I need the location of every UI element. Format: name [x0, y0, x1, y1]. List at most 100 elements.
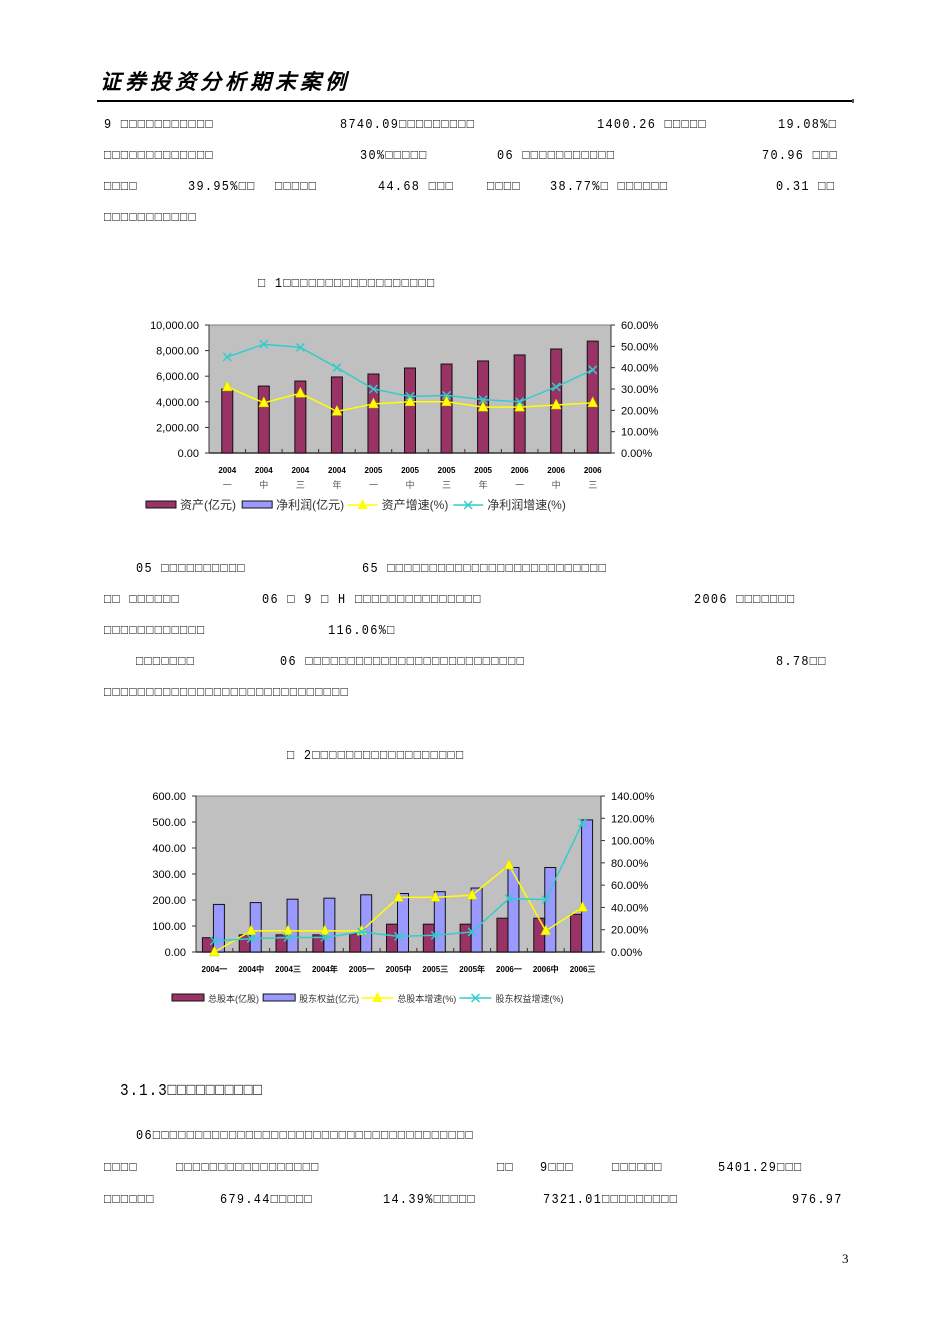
svg-text:0.00: 0.00: [165, 947, 186, 959]
text-run: □□□□: [104, 1161, 138, 1176]
svg-text:0.00%: 0.00%: [611, 947, 642, 959]
svg-text:资产(亿元): 资产(亿元): [180, 497, 236, 512]
svg-text:30.00%: 30.00%: [621, 384, 659, 396]
svg-text:2006三: 2006三: [570, 965, 596, 974]
svg-text:2005: 2005: [401, 466, 419, 475]
svg-text:100.00: 100.00: [152, 921, 186, 933]
text-run: 9 □□□□□□□□□□□: [104, 118, 214, 133]
text-run: □□□□□□□□□□□□: [104, 624, 206, 639]
svg-text:600.00: 600.00: [152, 791, 186, 803]
svg-text:10,000.00: 10,000.00: [150, 320, 199, 332]
svg-text:股东权益(亿元): 股东权益(亿元): [299, 993, 359, 1004]
svg-text:40.00%: 40.00%: [611, 902, 649, 914]
svg-text:2006: 2006: [584, 466, 602, 475]
svg-text:2005三: 2005三: [422, 965, 448, 974]
svg-text:三: 三: [442, 480, 451, 490]
svg-text:2004: 2004: [218, 466, 236, 475]
svg-text:年: 年: [479, 479, 488, 490]
svg-text:净利润(亿元): 净利润(亿元): [276, 497, 344, 512]
svg-text:10.00%: 10.00%: [621, 427, 659, 439]
text-run: □□ □□□□□□: [104, 593, 181, 608]
svg-text:2004: 2004: [255, 466, 273, 475]
svg-text:50.00%: 50.00%: [621, 341, 659, 353]
text-run: 05 □□□□□□□□□□: [136, 562, 246, 577]
page-number: 3: [842, 1251, 849, 1266]
header-rule-mark: [852, 99, 854, 103]
text-run: 9□□□: [540, 1161, 574, 1176]
svg-text:一: 一: [369, 480, 378, 490]
text-run: 8.78□□: [776, 655, 827, 670]
text-run: 1400.26 □□□□□: [597, 118, 707, 133]
text-run: 19.08%□: [778, 118, 838, 133]
text-run: □□□□□□□□□□□: [104, 211, 197, 226]
svg-text:资产增速(%): 资产增速(%): [382, 498, 449, 512]
svg-text:8,000.00: 8,000.00: [156, 346, 199, 358]
svg-text:2,000.00: 2,000.00: [156, 422, 199, 434]
svg-text:三: 三: [296, 480, 305, 490]
svg-text:60.00%: 60.00%: [611, 880, 649, 892]
svg-text:2004一: 2004一: [202, 965, 228, 974]
svg-text:中: 中: [405, 479, 414, 490]
text-run: 44.68 □□□: [378, 180, 455, 195]
document-header-title: 证券投资分析期末案例: [100, 69, 350, 94]
text-run: 39.95%□□: [188, 180, 256, 195]
svg-text:2004中: 2004中: [238, 964, 264, 974]
svg-text:80.00%: 80.00%: [611, 858, 649, 870]
text-run: □□□□: [487, 180, 521, 195]
svg-text:一: 一: [515, 480, 524, 490]
text-run: □□□□□□□□□□□□□: [104, 149, 214, 164]
svg-text:6,000.00: 6,000.00: [156, 371, 199, 383]
svg-text:2004: 2004: [291, 466, 309, 475]
svg-text:中: 中: [259, 479, 268, 490]
text-run: 116.06%□: [328, 624, 396, 639]
svg-text:100.00%: 100.00%: [611, 836, 655, 848]
svg-text:总股本(亿股): 总股本(亿股): [208, 993, 259, 1004]
section-heading-3-1-3: 3.1.3□□□□□□□□□□: [120, 1082, 263, 1101]
text-run: 679.44□□□□□: [220, 1193, 313, 1208]
chart-1-assets-profit: 0.00 2,000.00 4,000.00 6,000.00 8,000.00 10,0…: [145, 320, 659, 512]
text-run: □□□□□: [275, 180, 318, 195]
text-run: 5401.29□□□: [718, 1161, 803, 1176]
svg-text:60.00%: 60.00%: [621, 320, 659, 332]
svg-text:净利润增速(%): 净利润增速(%): [487, 498, 566, 512]
text-run: 06□□□□□□□□□□□□□□□□□□□□□□□□□□□□□□□□□□□□□□: [136, 1129, 474, 1144]
svg-text:2006: 2006: [511, 466, 529, 475]
text-run: 8740.09□□□□□□□□□: [340, 118, 476, 133]
svg-text:20.00%: 20.00%: [611, 925, 649, 937]
svg-text:200.00: 200.00: [152, 895, 186, 907]
svg-text:2005年: 2005年: [459, 964, 485, 974]
text-run: 70.96 □□□: [762, 149, 839, 164]
figure-1-caption: □ 1□□□□□□□□□□□□□□□□□□: [258, 277, 436, 292]
text-run: □□□□□□□□□□□□□□□□□: [176, 1161, 320, 1176]
text-run: 38.77%□ □□□□□□: [550, 180, 669, 195]
svg-text:2005: 2005: [365, 466, 383, 475]
svg-text:2006中: 2006中: [533, 964, 559, 974]
svg-text:20.00%: 20.00%: [621, 405, 659, 417]
text-run: 65 □□□□□□□□□□□□□□□□□□□□□□□□□□: [362, 562, 608, 577]
svg-text:年: 年: [332, 479, 341, 490]
svg-text:400.00: 400.00: [152, 843, 186, 855]
text-run: 976.97: [792, 1193, 843, 1208]
svg-text:0.00%: 0.00%: [621, 448, 652, 460]
text-run: □□: [497, 1161, 514, 1176]
svg-text:2004三: 2004三: [275, 965, 301, 974]
text-run: □□□□□□: [612, 1161, 663, 1176]
text-run: □□□□□□□□□□□□□□□□□□□□□□□□□□□□□: [104, 686, 350, 701]
svg-text:4,000.00: 4,000.00: [156, 397, 199, 409]
text-run: □□□□: [104, 180, 138, 195]
chart-2-shares-equity: 0.00 100.00 200.00 300.00 400.00 500.00 600.00…: [152, 791, 655, 1004]
text-run: 06 □ 9 □ H □□□□□□□□□□□□□□□: [262, 593, 482, 608]
svg-text:500.00: 500.00: [152, 817, 186, 829]
svg-text:一: 一: [223, 480, 232, 490]
header-rule: [97, 100, 852, 102]
svg-text:总股本增速(%): 总股本增速(%): [397, 993, 456, 1004]
svg-text:300.00: 300.00: [152, 869, 186, 881]
text-run: 06 □□□□□□□□□□□□□□□□□□□□□□□□□□: [280, 655, 526, 670]
figure-2-caption: □ 2□□□□□□□□□□□□□□□□□□: [287, 749, 465, 764]
svg-text:120.00%: 120.00%: [611, 813, 655, 825]
svg-text:2005中: 2005中: [386, 964, 412, 974]
svg-text:2004年: 2004年: [312, 964, 338, 974]
text-run: □□□□□□□: [136, 655, 196, 670]
text-run: 2006 □□□□□□□: [694, 593, 796, 608]
text-run: 7321.01□□□□□□□□□: [543, 1193, 679, 1208]
